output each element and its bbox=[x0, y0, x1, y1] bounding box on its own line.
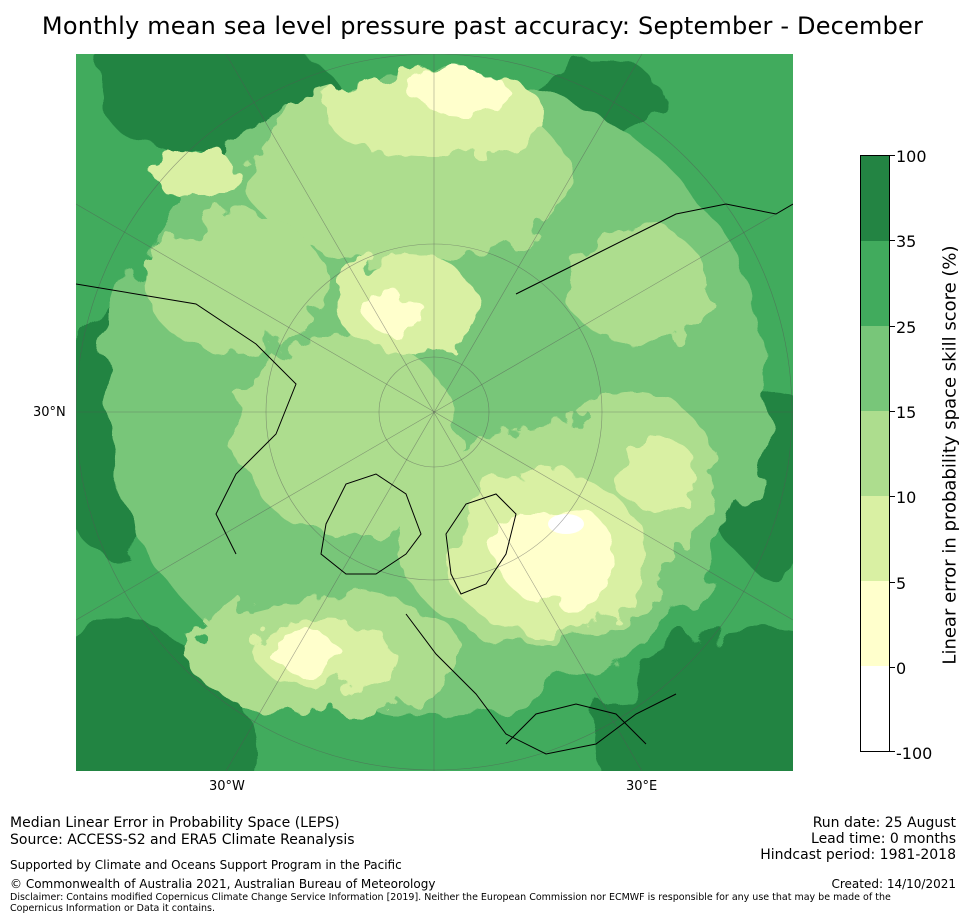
scandinavia-coast bbox=[445, 493, 517, 595]
support-text: Supported by Climate and Oceans Support … bbox=[10, 858, 402, 872]
colorbar-bin bbox=[861, 581, 889, 666]
lon-label-30w: 30°W bbox=[209, 779, 245, 794]
colorbar-bin bbox=[861, 156, 889, 241]
siberia-coast bbox=[515, 203, 793, 295]
lon-label-30e: 30°E bbox=[626, 779, 658, 794]
page-title: Monthly mean sea level pressure past acc… bbox=[41, 12, 924, 40]
lat-label-30n: 30°N bbox=[33, 405, 66, 420]
metric-description: Median Linear Error in Probability Space… bbox=[10, 815, 340, 831]
colorbar-bin bbox=[861, 411, 889, 496]
colorbar-tickmark bbox=[890, 582, 895, 583]
colorbar-tick-label: 25 bbox=[896, 318, 917, 337]
colorbar-tickmark bbox=[890, 411, 895, 412]
colorbar-tick-label: 35 bbox=[896, 232, 917, 251]
colorbar-tickmark bbox=[890, 496, 895, 497]
copyright-text: © Commonwealth of Australia 2021, Austra… bbox=[10, 877, 436, 891]
europe-coast bbox=[405, 613, 677, 755]
colorbar-tick-label: 15 bbox=[896, 403, 917, 422]
colorbar-tickmark bbox=[890, 240, 895, 241]
colorbar-tick-label: 5 bbox=[896, 574, 907, 593]
colorbar-tickmark bbox=[890, 326, 895, 327]
colorbar-tickmark bbox=[890, 667, 895, 668]
colorbar-label: Linear error in probability space skill … bbox=[939, 245, 961, 665]
colorbar-tick-label: -100 bbox=[896, 744, 933, 763]
colorbar-bin bbox=[861, 666, 889, 751]
colorbar-tickmark bbox=[890, 155, 895, 156]
mediterranean-coast bbox=[505, 703, 647, 745]
colorbar-bin bbox=[861, 241, 889, 326]
lead-time: Lead time: 0 months bbox=[811, 831, 956, 847]
skill-score-map bbox=[76, 54, 793, 771]
colorbar-bin bbox=[861, 496, 889, 581]
colorbar-tickmark bbox=[890, 751, 895, 752]
coastlines bbox=[76, 203, 793, 755]
disclaimer-text: Disclaimer: Contains modified Copernicus… bbox=[10, 892, 891, 914]
colorbar-tick-label: 0 bbox=[896, 659, 907, 678]
negative-skill-regions bbox=[548, 514, 584, 534]
greenland-coast bbox=[320, 473, 422, 575]
colorbar bbox=[860, 155, 890, 752]
source-text: Source: ACCESS-S2 and ERA5 Climate Reana… bbox=[10, 832, 355, 848]
hindcast-period: Hindcast period: 1981-2018 bbox=[760, 847, 956, 863]
colorbar-tick-label: 100 bbox=[896, 147, 927, 166]
run-date: Run date: 25 August bbox=[812, 815, 956, 831]
colorbar-bin bbox=[861, 326, 889, 411]
north-america-coast bbox=[76, 283, 297, 555]
created-date: Created: 14/10/2021 bbox=[831, 877, 956, 891]
colorbar-tick-label: 10 bbox=[896, 488, 917, 507]
minimal-skill-regions bbox=[271, 67, 616, 674]
